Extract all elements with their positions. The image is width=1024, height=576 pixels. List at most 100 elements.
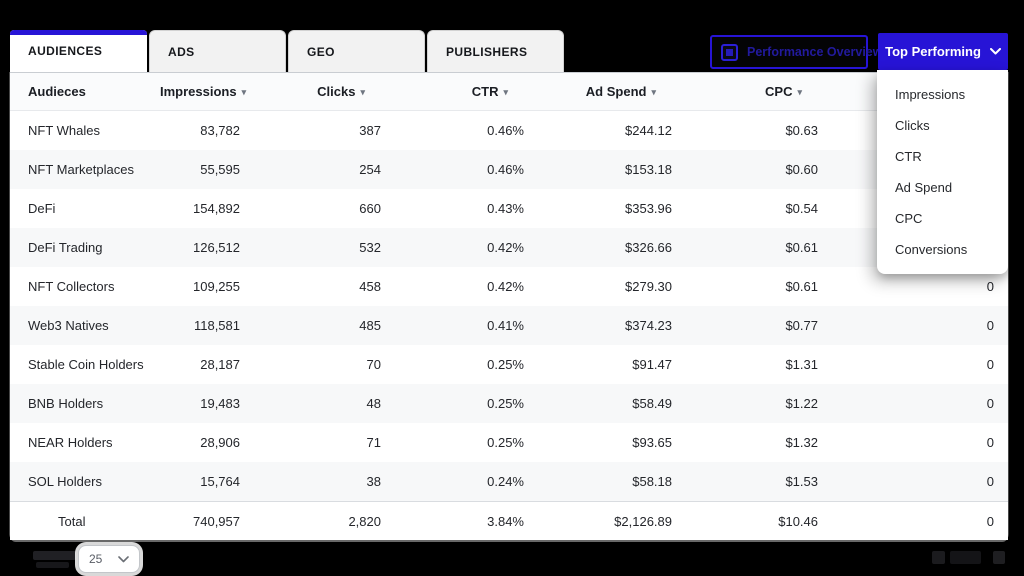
chart-grid-icon <box>721 43 738 61</box>
table-row-nft-whales: NFT Whales 83,782 387 0.46% $244.12 $0.63 <box>10 111 1008 150</box>
tab-audiences[interactable]: AUDIENCES <box>10 30 147 72</box>
table-row-nft-collectors: NFT Collectors 109,255 458 0.42% $279.30 $0.6… <box>10 267 1008 306</box>
metrics-table-card: Audieces Impressions ▾ Clicks ▾ CTR ▾ Ad Spend ▾… <box>10 72 1008 540</box>
top-performing-menu: Impressions Clicks CTR Ad Spend CPC Conversio… <box>877 70 1008 274</box>
row-value: $58.49 <box>632 396 672 411</box>
tab-publishers[interactable]: PUBLISHERS <box>427 30 564 72</box>
row-value: 154,892 <box>193 201 240 216</box>
column-header-label: Impressions <box>160 84 237 99</box>
row-value: 0 <box>986 435 994 450</box>
sort-arrow-icon: ▾ <box>241 87 247 97</box>
row-value: 0 <box>986 396 994 411</box>
row-value: $0.61 <box>785 279 818 294</box>
table-row-nft-marketplaces: NFT Marketplaces 55,595 254 0.46% $153.18 $0.… <box>10 150 1008 189</box>
row-value: 0.42% <box>487 240 524 255</box>
column-header-impressions[interactable]: Impressions ▾ <box>160 84 246 99</box>
page-size-select[interactable]: 25 <box>78 545 140 573</box>
table-row-defi-trading: DeFi Trading 126,512 532 0.42% $326.66 $0.61 <box>10 228 1008 267</box>
row-value: 660 <box>359 201 381 216</box>
tab-ads[interactable]: ADS <box>149 30 286 72</box>
column-header-ctr[interactable]: CTR ▾ <box>381 84 524 99</box>
row-value: 485 <box>359 318 381 333</box>
performance-overview-label: Performance Overview <box>747 45 883 59</box>
row-value: 38 <box>366 474 381 489</box>
menu-item-clicks[interactable]: Clicks <box>895 118 930 133</box>
tab-geo[interactable]: GEO <box>288 30 425 72</box>
row-label: Web3 Natives <box>28 318 109 333</box>
table-row-bnb-holders: BNB Holders 19,483 48 0.25% $58.49 $1.22 0 <box>10 384 1008 423</box>
row-value: 387 <box>359 123 381 138</box>
pagination-next-button[interactable] <box>993 551 1005 564</box>
row-value: $244.12 <box>625 123 672 138</box>
menu-item-cpc[interactable]: CPC <box>895 211 923 226</box>
row-value: $58.18 <box>632 474 672 489</box>
row-value: 0.24% <box>487 474 524 489</box>
row-value: $2,126.89 <box>614 513 672 529</box>
row-value: $0.63 <box>785 123 818 138</box>
row-value: 0.25% <box>487 396 524 411</box>
column-header-ad-spend[interactable]: Ad Spend ▾ <box>524 84 672 99</box>
column-header-audieces: Audieces <box>10 84 160 99</box>
row-value: 254 <box>359 162 381 177</box>
row-value: $1.32 <box>785 435 818 450</box>
performance-overview-button[interactable]: Performance Overview <box>710 35 883 69</box>
row-label: NFT Marketplaces <box>28 162 134 177</box>
top-performing-dropdown-button[interactable]: Top Performing <box>878 33 1008 70</box>
row-label: DeFi Trading <box>28 240 103 255</box>
row-value: $0.54 <box>785 201 818 216</box>
row-value: 0.46% <box>487 123 524 138</box>
row-label: Total <box>58 513 86 529</box>
row-value: 19,483 <box>200 396 240 411</box>
menu-item-ad-spend[interactable]: Ad Spend <box>895 180 953 195</box>
table-row-web3-natives: Web3 Natives 118,581 485 0.41% $374.23 $0.77 0 <box>10 306 1008 345</box>
row-value: 126,512 <box>193 240 240 255</box>
row-value: 0.25% <box>487 357 524 372</box>
row-value: $279.30 <box>625 279 672 294</box>
row-value: $1.53 <box>785 474 818 489</box>
row-value: 109,255 <box>193 279 240 294</box>
row-value: $0.61 <box>785 240 818 255</box>
rows-per-page-sublabel <box>36 562 69 568</box>
row-value: 0.43% <box>487 201 524 216</box>
page-size-value: 25 <box>89 552 103 566</box>
row-value: 0 <box>986 357 994 372</box>
menu-item-ctr[interactable]: CTR <box>895 149 922 164</box>
row-value: $374.23 <box>625 318 672 333</box>
pagination-page-indicator[interactable] <box>950 551 981 564</box>
row-value: 0.41% <box>487 318 524 333</box>
row-label: SOL Holders <box>28 474 102 489</box>
row-value: $153.18 <box>625 162 672 177</box>
column-header-cpc[interactable]: CPC ▾ <box>672 84 818 99</box>
sort-arrow-icon: ▾ <box>360 87 365 97</box>
row-value: 0 <box>986 474 994 489</box>
sort-arrow-icon: ▾ <box>651 87 656 97</box>
row-label: DeFi <box>28 201 56 216</box>
row-value: 55,595 <box>200 162 240 177</box>
row-value: 15,764 <box>200 474 240 489</box>
row-value: 83,782 <box>200 123 240 138</box>
rows-per-page-label <box>33 551 76 560</box>
row-value: 0.25% <box>487 435 524 450</box>
row-value: 118,581 <box>193 318 240 333</box>
menu-item-impressions[interactable]: Impressions <box>895 87 966 102</box>
chevron-down-icon <box>989 48 1001 55</box>
table-header-row: Audieces Impressions ▾ Clicks ▾ CTR ▾ Ad Spend ▾… <box>10 73 1008 111</box>
row-value: $10.46 <box>778 513 818 529</box>
column-header-label: CPC <box>765 84 793 99</box>
row-value: $0.60 <box>785 162 818 177</box>
row-value: 458 <box>359 279 381 294</box>
row-label: NFT Whales <box>28 123 100 138</box>
pagination-prev-button[interactable] <box>932 551 945 564</box>
menu-item-conversions[interactable]: Conversions <box>895 242 968 257</box>
column-header-clicks[interactable]: Clicks ▾ <box>240 84 381 99</box>
row-value: $326.66 <box>625 240 672 255</box>
row-value: 740,957 <box>193 513 240 529</box>
row-value: $93.65 <box>632 435 672 450</box>
tab-bar: AUDIENCES ADS GEO PUBLISHERS <box>10 30 564 72</box>
row-value: 0 <box>986 318 994 333</box>
column-header-label: CTR <box>471 84 499 99</box>
row-value: 28,906 <box>200 435 240 450</box>
row-value: 0.42% <box>487 279 524 294</box>
table-row-defi: DeFi 154,892 660 0.43% $353.96 $0.54 <box>10 189 1008 228</box>
table-row-sol-holders: SOL Holders 15,764 38 0.24% $58.18 $1.53 0 <box>10 462 1008 501</box>
